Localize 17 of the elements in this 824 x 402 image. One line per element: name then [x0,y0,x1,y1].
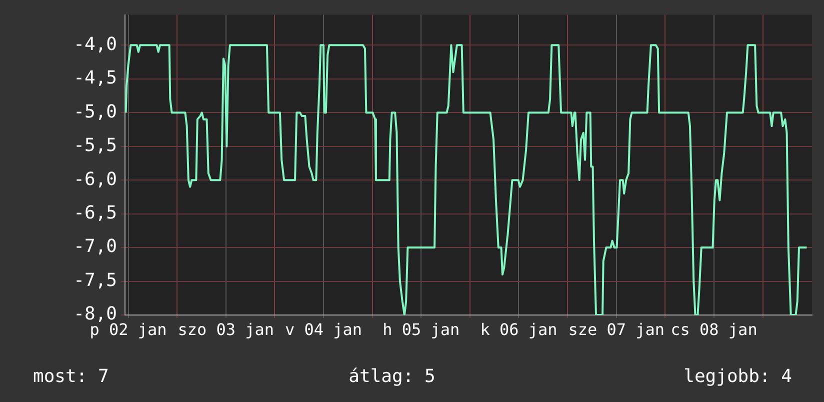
y-tick-label: -7,5 [74,270,117,291]
x-tick-label: h 05 jan [382,320,460,339]
x-tick-label: k 06 jan [480,320,558,339]
y-tick-label: -5,5 [74,135,117,156]
x-tick-label: sze 07 jan [568,320,665,339]
x-tick-label: szo 03 jan [178,320,274,339]
text: most: 7 [33,366,109,387]
y-tick-label: -5,0 [74,101,117,122]
x-tick-label: cs 08 jan [670,320,758,339]
y-tick-label: -4,0 [74,34,117,55]
text: átlag: 5 [348,366,436,387]
y-tick-label: -7,0 [74,236,117,258]
y-tick-label: -6,5 [74,202,117,224]
y-tick-label: -6,0 [74,168,117,190]
x-tick-label: v 04 jan [284,320,362,339]
text: legjobb: 4 [684,366,792,387]
y-tick-label: -4,5 [74,68,117,89]
